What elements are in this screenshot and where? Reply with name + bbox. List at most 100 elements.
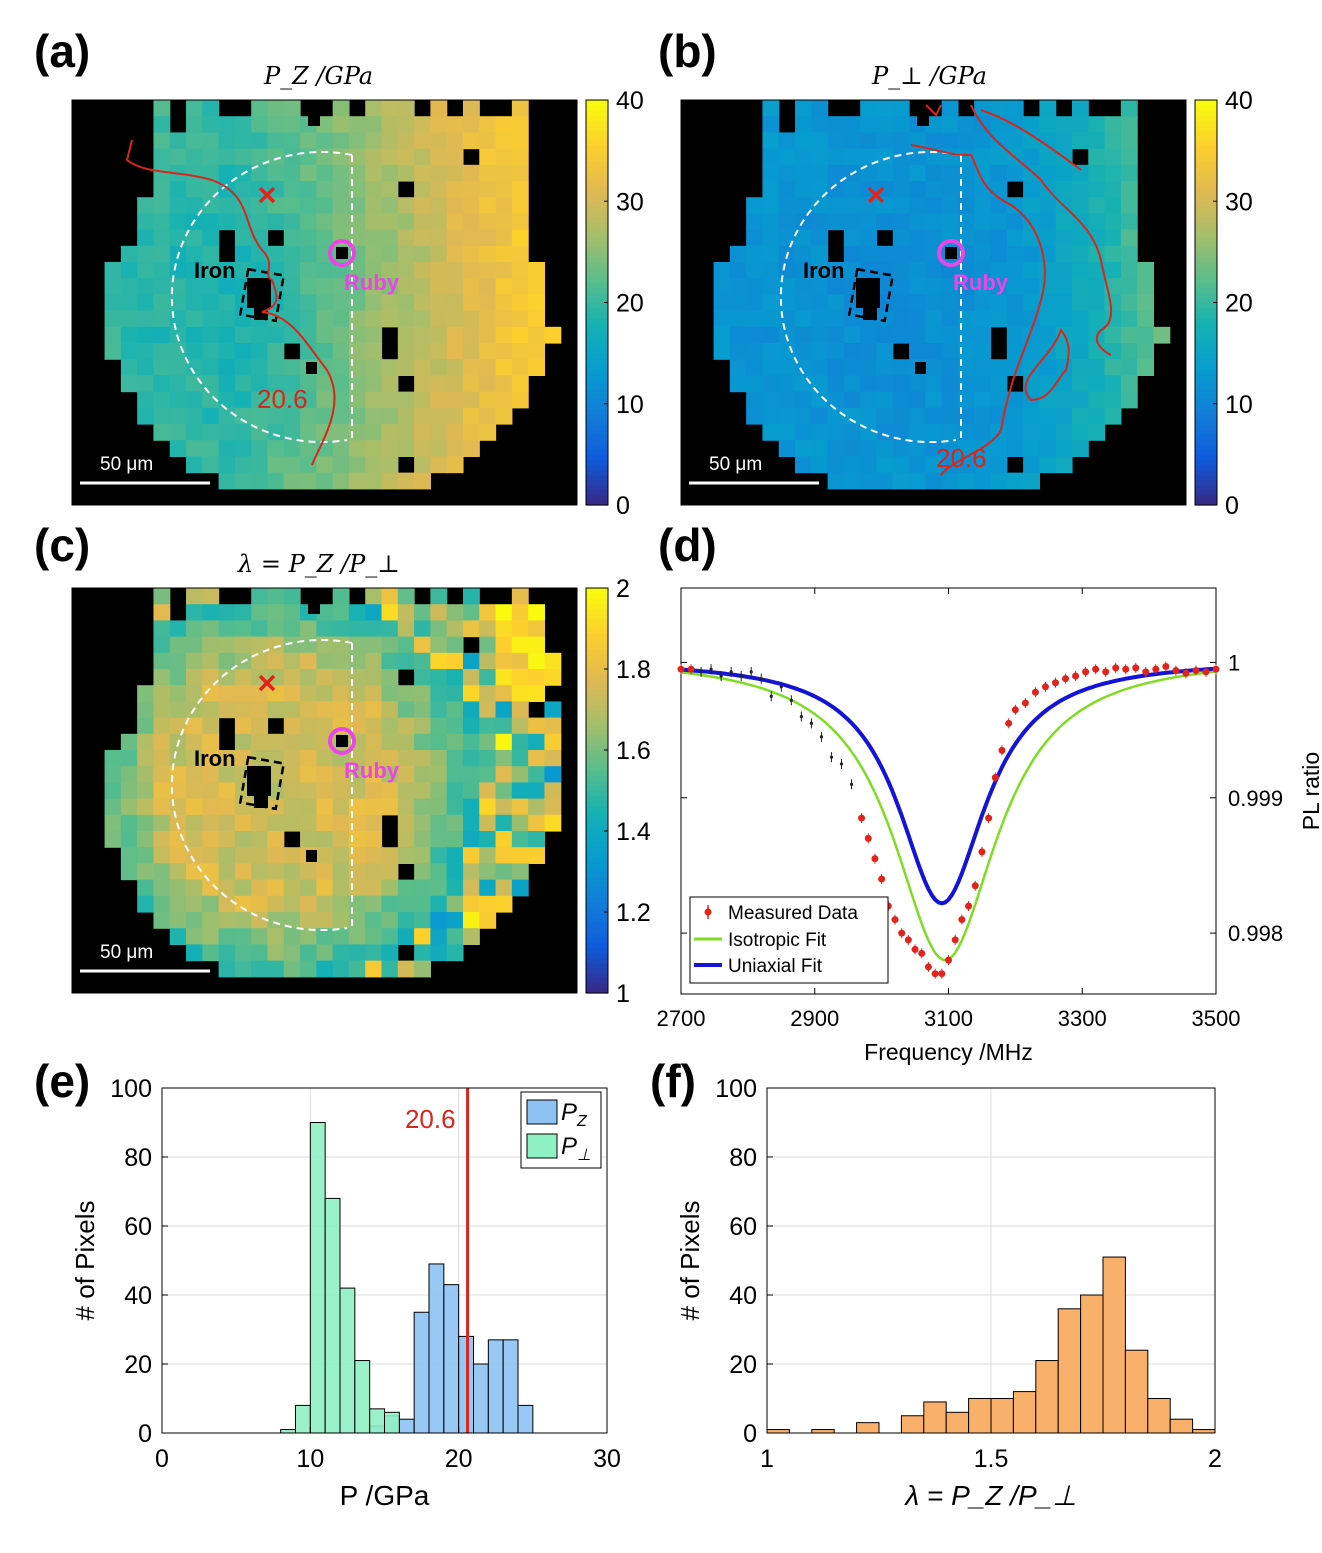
map-pixel [365,944,383,962]
map-pixel [941,343,959,360]
colorbar-step [1195,307,1217,314]
map-pixel [251,701,269,719]
panel-letter-b: (b) [658,25,717,77]
map-pixel [1088,375,1106,393]
colorbar-step [586,724,608,731]
map-pixel [462,407,480,425]
colorbar-step [586,734,608,741]
colorbar-step [1195,170,1217,177]
colorbar-step [586,613,608,619]
y-tick-label: 60 [124,1213,152,1241]
map-pixel [202,766,220,783]
colorbar-step [1195,499,1217,506]
map-pixel [892,391,910,409]
map-pixel [348,132,366,150]
map-pixel [381,847,399,864]
map-pixel [137,814,155,832]
x-tick-label: 3500 [1192,1006,1241,1031]
map-pixel [974,375,992,393]
colorbar-step [1195,165,1217,172]
map-pixel [153,766,171,783]
colorbar-step [586,408,608,415]
map-pixel [811,359,829,376]
map-pixel [746,310,764,328]
map-pixel [169,701,187,719]
map-pixel [843,391,861,409]
map-pixel [778,262,796,279]
map-pixel [186,278,203,295]
map-pixel [892,278,910,295]
map-pixel [778,375,796,393]
ruby-marker [328,239,356,267]
map-pixel [316,636,334,654]
map-pixel [990,310,1008,328]
map-pixel [713,343,731,360]
map-pixel [365,164,383,182]
map-pixel [316,604,334,621]
map-pixel [300,685,317,702]
map-pixel [283,229,301,247]
map-pixel [892,359,910,376]
map-pixel [267,604,285,621]
map-pixel [462,424,480,441]
colorbar-step [586,922,608,928]
map-pixel [811,391,829,409]
map-pixel [365,359,383,376]
map-pixel [153,326,171,344]
map-pixel [169,375,187,393]
map-pixel [332,343,350,360]
map-pixel [251,375,269,393]
colorbar-step [586,191,608,197]
map-pixel [414,944,431,962]
map-pixel [332,424,350,441]
map-pixel [1120,213,1138,231]
colorbar-step [586,755,608,761]
map-pixel [202,944,220,962]
colorbar-step [586,434,608,440]
map-pixel [876,440,894,457]
map-pixel [267,100,285,117]
map-pixel [316,310,334,328]
map-pixel [316,960,334,978]
colorbar-tick-label: 20 [616,290,644,318]
colorbar-step [1195,282,1217,288]
map-pixel [1120,343,1138,360]
map-pixel [1006,407,1024,425]
map-pixel [778,391,796,409]
map-pixel [860,472,878,490]
measured-point [878,875,886,883]
map-pixel [479,407,497,425]
map-pixel [1039,326,1057,344]
colorbar-step [586,891,608,898]
map-pixel [104,310,122,328]
map-pixel [446,197,464,214]
colorbar-step [586,358,608,364]
map-pixel [528,359,546,376]
map-pixel [267,213,285,231]
colorbar-step [1195,332,1217,339]
map-pixel [479,685,497,702]
map-pixel [300,928,317,945]
map-pixel [1006,132,1024,150]
map-pixel [202,294,220,312]
colorbar-tick-label: 10 [1225,391,1253,419]
map-pixel [218,912,236,929]
map-pixel [1071,132,1089,150]
map-pixel [762,391,780,409]
pz-bar [398,1418,415,1434]
map-pixel [332,294,350,312]
legend-label-pz-bar: PZ [561,1099,588,1130]
map-pixel [300,636,317,654]
map-pixel [316,895,334,913]
map-pixel [251,588,269,605]
map-pixel [137,750,155,767]
map-pixel [843,181,861,198]
map-pixel [267,928,285,945]
map-pixel [462,895,480,913]
colorbar-step [1195,413,1217,420]
colorbar-step [1195,256,1217,263]
map-pixel [729,326,747,344]
map-pixel [1023,440,1040,457]
map-pixel [202,424,220,441]
colorbar-tick-label: 1.8 [616,656,651,684]
